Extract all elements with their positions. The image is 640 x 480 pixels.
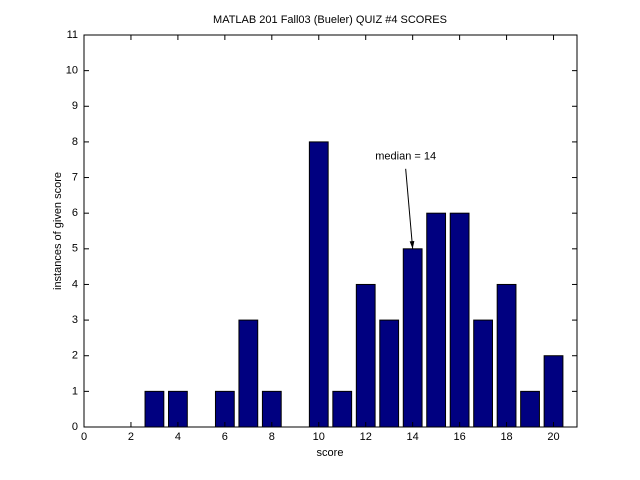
y-tick-label: 9 bbox=[72, 100, 78, 112]
y-tick-label: 8 bbox=[72, 136, 78, 148]
bar bbox=[402, 248, 423, 428]
x-tick-label: 18 bbox=[500, 431, 512, 443]
x-tick-label: 14 bbox=[407, 431, 419, 443]
x-axis-label: score bbox=[317, 447, 344, 459]
annotation-arrow bbox=[405, 168, 414, 249]
x-tick-label: 16 bbox=[453, 431, 465, 443]
bar bbox=[214, 390, 235, 428]
y-tick-label: 3 bbox=[72, 314, 78, 326]
x-tick-label: 10 bbox=[313, 431, 325, 443]
bar bbox=[379, 319, 400, 428]
bar bbox=[355, 283, 376, 428]
bar bbox=[426, 212, 447, 428]
y-tick-label: 6 bbox=[72, 207, 78, 219]
bar bbox=[168, 390, 188, 428]
x-tick-label: 12 bbox=[360, 431, 372, 443]
x-tick-label: 8 bbox=[269, 431, 275, 443]
bar bbox=[238, 319, 259, 428]
bar bbox=[520, 390, 540, 428]
chart-title: MATLAB 201 Fall03 (Bueler) QUIZ #4 SCORE… bbox=[213, 14, 447, 26]
bar bbox=[496, 283, 517, 428]
bar bbox=[144, 390, 165, 428]
plot-frame bbox=[83, 34, 578, 428]
annotation-text: median = 14 bbox=[375, 151, 436, 163]
x-tick-label: 6 bbox=[222, 431, 228, 443]
bar bbox=[473, 319, 493, 428]
x-tick-label: 4 bbox=[175, 431, 181, 443]
x-tick-label: 20 bbox=[547, 431, 559, 443]
x-tick-label: 2 bbox=[128, 431, 134, 443]
arrow-head bbox=[409, 240, 415, 249]
y-tick-label: 7 bbox=[72, 171, 78, 183]
y-tick-label: 5 bbox=[72, 243, 78, 255]
x-tick-label: 0 bbox=[81, 431, 87, 443]
bar bbox=[543, 355, 564, 428]
bar bbox=[308, 141, 329, 428]
y-tick-label: 11 bbox=[67, 29, 78, 41]
y-tick-label: 0 bbox=[72, 421, 78, 433]
y-tick-label: 4 bbox=[72, 278, 78, 290]
y-tick-label: 10 bbox=[66, 65, 78, 77]
bar bbox=[449, 212, 470, 428]
y-tick-label: 2 bbox=[72, 350, 78, 362]
bar bbox=[261, 390, 282, 428]
bar bbox=[332, 390, 353, 428]
y-axis-label: instances of given score bbox=[52, 172, 64, 290]
y-tick-label: 1 bbox=[72, 385, 78, 397]
